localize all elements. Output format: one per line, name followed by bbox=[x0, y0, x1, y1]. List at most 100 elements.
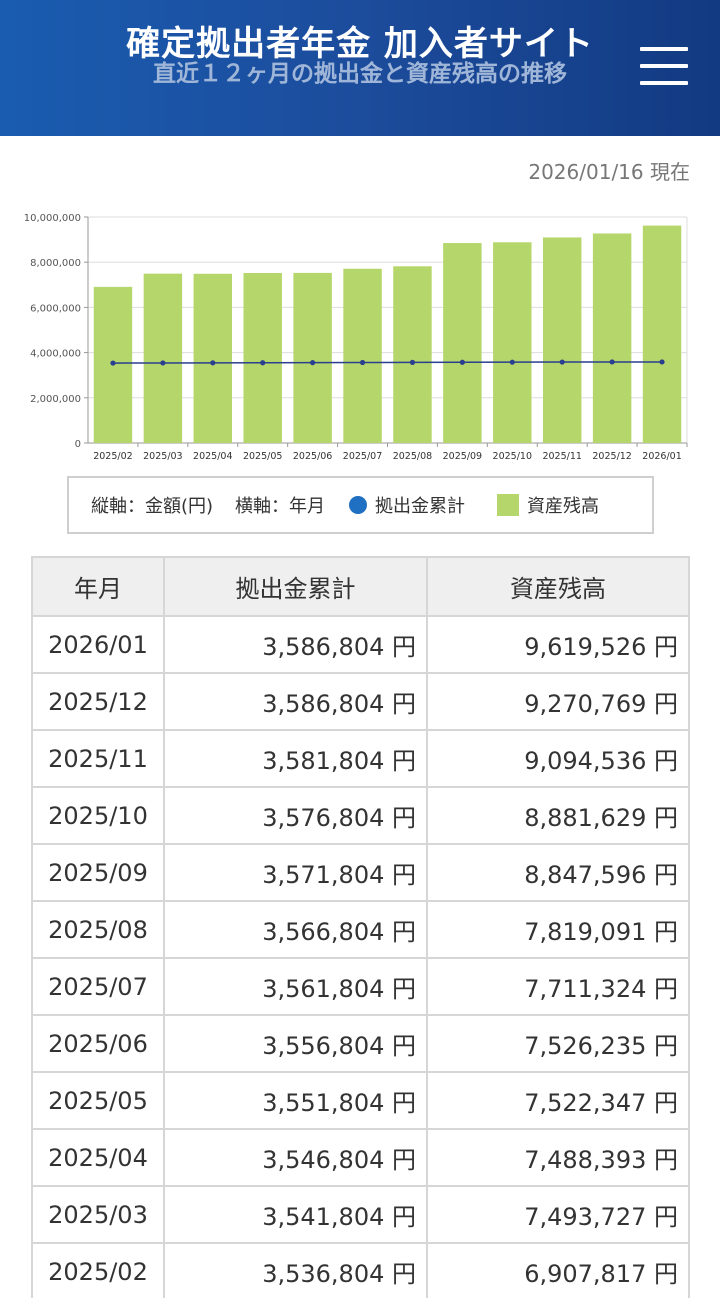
table-row: 2025/12 3,586,804 円 9,270,769 円 bbox=[31, 672, 690, 731]
contrib-point bbox=[659, 359, 665, 365]
row-month: 2025/12 bbox=[31, 672, 165, 731]
site-title: 確定拠出者年金 加入者サイト bbox=[126, 24, 594, 64]
y-tick-label: 2,000,000 bbox=[30, 394, 81, 405]
contrib-point bbox=[260, 360, 266, 366]
table-row: 2025/07 3,561,804 円 7,711,324 円 bbox=[31, 957, 690, 1016]
row-balance: 7,493,727 円 bbox=[426, 1185, 690, 1244]
y-tick-label: 0 bbox=[75, 439, 81, 450]
row-month: 2026/01 bbox=[31, 615, 165, 674]
row-contrib: 3,561,804 円 bbox=[163, 957, 428, 1016]
as-of-date: 2026/01/16 現在 bbox=[528, 160, 690, 184]
row-contrib: 3,556,804 円 bbox=[163, 1014, 428, 1073]
balance-bar bbox=[243, 272, 282, 443]
row-month: 2025/09 bbox=[31, 843, 165, 902]
legend-contrib-label: 拠出金累計 bbox=[375, 496, 466, 517]
balance-bar bbox=[343, 268, 382, 443]
row-month: 2025/10 bbox=[31, 786, 165, 845]
row-balance: 6,907,817 円 bbox=[426, 1242, 690, 1298]
table-body: 2026/01 3,586,804 円 9,619,526 円 2025/12 3,58… bbox=[31, 615, 690, 1298]
row-contrib: 3,536,804 円 bbox=[163, 1242, 428, 1298]
balance-bar bbox=[493, 242, 532, 443]
x-tick-label: 2025/10 bbox=[493, 451, 532, 462]
row-balance: 7,819,091 円 bbox=[426, 900, 690, 959]
row-balance: 7,522,347 円 bbox=[426, 1071, 690, 1130]
menu-bar-line bbox=[640, 47, 688, 51]
table-row: 2025/03 3,541,804 円 7,493,727 円 bbox=[31, 1185, 690, 1244]
site-header: 確定拠出者年金 加入者サイト 直近１２ヶ月の拠出金と資産残高の推移 bbox=[0, 0, 720, 136]
row-month: 2025/05 bbox=[31, 1071, 165, 1130]
y-tick-label: 10,000,000 bbox=[24, 213, 81, 224]
contrib-point bbox=[509, 359, 515, 365]
table-row: 2025/10 3,576,804 円 8,881,629 円 bbox=[31, 786, 690, 845]
row-contrib: 3,541,804 円 bbox=[163, 1185, 428, 1244]
x-tick-label: 2025/09 bbox=[443, 451, 482, 462]
row-contrib: 3,581,804 円 bbox=[163, 729, 428, 788]
x-tick-label: 2025/12 bbox=[592, 451, 631, 462]
row-contrib: 3,546,804 円 bbox=[163, 1128, 428, 1187]
balance-bar bbox=[443, 243, 482, 443]
legend-contrib-marker-icon bbox=[349, 496, 368, 514]
contrib-point bbox=[609, 359, 615, 365]
table-row: 2025/05 3,551,804 円 7,522,347 円 bbox=[31, 1071, 690, 1130]
balance-bar bbox=[542, 237, 582, 443]
row-balance: 7,711,324 円 bbox=[426, 957, 690, 1016]
balance-bar bbox=[393, 266, 432, 443]
header-contrib: 拠出金累計 bbox=[163, 556, 428, 617]
row-month: 2025/08 bbox=[31, 900, 165, 959]
y-tick-label: 8,000,000 bbox=[30, 258, 81, 269]
balance-bar bbox=[642, 225, 682, 443]
x-tick-label: 2025/06 bbox=[293, 451, 332, 462]
table-row: 2025/08 3,566,804 円 7,819,091 円 bbox=[31, 900, 690, 959]
row-balance: 7,488,393 円 bbox=[426, 1128, 690, 1187]
chart-legend: 縦軸：金額(円) 横軸：年月 拠出金累計 資産残高 bbox=[67, 476, 654, 534]
balance-chart: 0 2,000,000 4,000,000 6,000,000 8,000,000 10,… bbox=[24, 213, 688, 462]
x-tick-label: 2026/01 bbox=[642, 451, 681, 462]
x-tick-label: 2025/05 bbox=[243, 451, 282, 462]
row-balance: 9,094,536 円 bbox=[426, 729, 690, 788]
row-month: 2025/06 bbox=[31, 1014, 165, 1073]
row-contrib: 3,551,804 円 bbox=[163, 1071, 428, 1130]
row-contrib: 3,566,804 円 bbox=[163, 900, 428, 959]
table-row: 2025/11 3,581,804 円 9,094,536 円 bbox=[31, 729, 690, 788]
contrib-point bbox=[409, 359, 416, 365]
row-balance: 9,619,526 円 bbox=[426, 615, 690, 674]
x-tick-label: 2025/08 bbox=[393, 451, 432, 462]
history-table: 年月 拠出金累計 資産残高 2026/01 3,586,804 円 9,619,52… bbox=[31, 556, 690, 1298]
legend-balance-marker-icon bbox=[497, 494, 520, 516]
table-row: 2025/02 3,536,804 円 6,907,817 円 bbox=[31, 1242, 690, 1298]
menu-bar-line bbox=[640, 81, 688, 85]
row-contrib: 3,571,804 円 bbox=[163, 843, 428, 902]
legend-y-axis-label: 縦軸：金額(円) bbox=[91, 496, 214, 517]
balance-bar bbox=[592, 233, 632, 443]
x-tick-label: 2025/03 bbox=[143, 451, 182, 462]
balance-bar bbox=[143, 273, 183, 443]
page-title: 直近１２ヶ月の拠出金と資産残高の推移 bbox=[153, 61, 567, 87]
row-balance: 7,526,235 円 bbox=[426, 1014, 690, 1073]
x-tick-label: 2025/04 bbox=[193, 451, 232, 462]
contrib-point bbox=[110, 360, 116, 366]
row-month: 2025/02 bbox=[31, 1242, 165, 1298]
table-row: 2026/01 3,586,804 円 9,619,526 円 bbox=[31, 615, 690, 674]
x-tick-label: 2025/02 bbox=[93, 451, 132, 462]
balance-bar bbox=[193, 273, 233, 443]
menu-bar-line bbox=[640, 64, 688, 68]
header-month: 年月 bbox=[31, 556, 165, 617]
row-balance: 8,881,629 円 bbox=[426, 786, 690, 845]
legend-balance-label: 資産残高 bbox=[527, 496, 600, 517]
legend-x-axis-label: 横軸：年月 bbox=[235, 496, 326, 517]
table-row: 2025/09 3,571,804 円 8,847,596 円 bbox=[31, 843, 690, 902]
row-balance: 8,847,596 円 bbox=[426, 843, 690, 902]
row-month: 2025/03 bbox=[31, 1185, 165, 1244]
contrib-point bbox=[310, 360, 316, 366]
x-tick-label: 2025/07 bbox=[343, 451, 382, 462]
contrib-point bbox=[210, 360, 216, 366]
balance-bar bbox=[293, 272, 332, 443]
row-month: 2025/07 bbox=[31, 957, 165, 1016]
contrib-point bbox=[359, 359, 366, 366]
table-row: 2025/06 3,556,804 円 7,526,235 円 bbox=[31, 1014, 690, 1073]
row-contrib: 3,586,804 円 bbox=[163, 672, 428, 731]
contrib-point bbox=[160, 360, 166, 366]
contrib-point bbox=[559, 359, 565, 365]
row-month: 2025/11 bbox=[31, 729, 165, 788]
hamburger-menu-icon[interactable] bbox=[636, 44, 692, 88]
